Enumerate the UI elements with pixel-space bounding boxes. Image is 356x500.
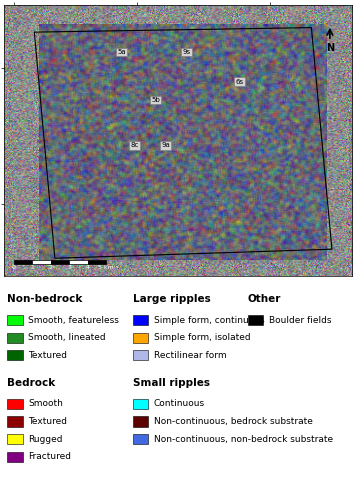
Text: Bedrock: Bedrock [7,378,55,388]
Bar [32,260,51,264]
Text: Rugged: Rugged [28,434,63,444]
FancyBboxPatch shape [133,434,148,444]
Text: Other: Other [248,294,281,304]
Text: 5b: 5b [151,97,160,103]
FancyBboxPatch shape [133,332,148,343]
Text: Large ripples: Large ripples [133,294,210,304]
FancyBboxPatch shape [133,416,148,426]
Text: 5a: 5a [117,49,126,55]
Text: Rectilinear form: Rectilinear form [153,351,226,360]
FancyBboxPatch shape [7,434,23,444]
FancyBboxPatch shape [7,452,23,462]
Text: Simple form, continuous: Simple form, continuous [153,316,264,324]
Text: Textured: Textured [28,417,67,426]
FancyBboxPatch shape [133,350,148,360]
Text: Boulder fields: Boulder fields [269,316,331,324]
Bar [69,260,88,264]
Text: Smooth, lineated: Smooth, lineated [28,334,106,342]
FancyBboxPatch shape [248,315,263,326]
Text: Continuous: Continuous [153,400,205,408]
FancyBboxPatch shape [7,332,23,343]
Bar [51,260,69,264]
Text: Non-continuous, bedrock substrate: Non-continuous, bedrock substrate [153,417,313,426]
Bar [14,260,32,264]
Text: Non-bedrock: Non-bedrock [7,294,83,304]
Text: 5 km: 5 km [98,264,114,270]
Text: 1: 1 [30,264,34,270]
FancyBboxPatch shape [133,315,148,326]
Text: 0: 0 [12,264,16,270]
FancyBboxPatch shape [133,399,148,409]
Text: Smooth: Smooth [28,400,63,408]
Text: 2: 2 [49,264,53,270]
Text: Non-continuous, non-bedrock substrate: Non-continuous, non-bedrock substrate [153,434,333,444]
Bar [88,260,106,264]
Text: Smooth, featureless: Smooth, featureless [28,316,119,324]
FancyBboxPatch shape [7,416,23,426]
Text: Textured: Textured [28,351,67,360]
Text: 6s: 6s [236,79,244,85]
Text: Simple form, isolated: Simple form, isolated [153,334,250,342]
FancyBboxPatch shape [7,399,23,409]
Text: Small ripples: Small ripples [133,378,210,388]
Text: 8c: 8c [131,142,139,148]
FancyBboxPatch shape [7,350,23,360]
Text: 3: 3 [67,264,71,270]
Text: 9a: 9a [161,142,170,148]
Text: 4: 4 [86,264,90,270]
FancyBboxPatch shape [7,315,23,326]
Text: 9s: 9s [182,49,190,55]
Text: Fractured: Fractured [28,452,71,461]
Text: N: N [326,43,334,53]
